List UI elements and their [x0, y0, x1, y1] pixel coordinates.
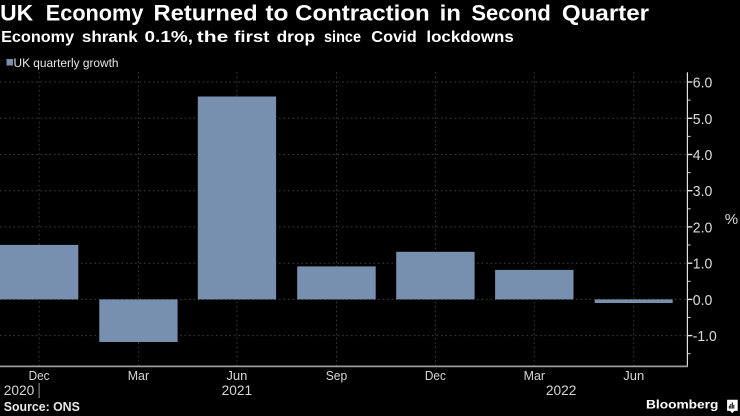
svg-text:2020: 2020	[4, 383, 35, 398]
svg-text:2022: 2022	[546, 383, 577, 398]
svg-text:Bloomberg: Bloomberg	[646, 398, 718, 412]
svg-text:2021: 2021	[222, 383, 253, 398]
svg-text:Jun: Jun	[623, 368, 644, 383]
svg-text:since: since	[324, 29, 361, 46]
svg-text:drop: drop	[277, 29, 316, 46]
svg-text:3.0: 3.0	[693, 183, 713, 200]
svg-text:Dec: Dec	[29, 368, 50, 383]
svg-text:shrank: shrank	[82, 29, 138, 46]
svg-text:Mar: Mar	[128, 368, 150, 383]
svg-text:the: the	[197, 29, 229, 46]
svg-text:6.0: 6.0	[693, 75, 713, 92]
svg-text:0.0: 0.0	[693, 292, 713, 309]
svg-text:to: to	[265, 0, 288, 25]
svg-text:Quarter: Quarter	[562, 0, 650, 25]
svg-text:Covid: Covid	[371, 29, 416, 46]
svg-text:first: first	[234, 29, 270, 46]
svg-text:2.0: 2.0	[693, 219, 713, 236]
svg-text:in: in	[440, 0, 461, 25]
svg-text:lockdowns: lockdowns	[426, 29, 513, 46]
svg-text:Mar: Mar	[524, 368, 546, 383]
svg-text:Economy: Economy	[46, 0, 144, 25]
svg-text:5.0: 5.0	[693, 111, 713, 128]
svg-text:Source: ONS: Source: ONS	[4, 399, 80, 414]
svg-text:Contraction: Contraction	[295, 0, 429, 25]
svg-text:1.0: 1.0	[693, 256, 713, 273]
svg-text:Jun: Jun	[226, 368, 247, 383]
svg-text:Dec: Dec	[425, 368, 446, 383]
svg-text:0.1%,: 0.1%,	[145, 29, 194, 46]
svg-text:Economy: Economy	[1, 29, 74, 46]
svg-text:UK: UK	[0, 0, 33, 25]
svg-text:Returned: Returned	[154, 0, 258, 25]
svg-text:UK quarterly growth: UK quarterly growth	[14, 56, 119, 70]
svg-text:Second: Second	[471, 0, 550, 25]
svg-text:4.0: 4.0	[693, 147, 713, 164]
svg-text:%: %	[725, 211, 738, 228]
svg-text:Sep: Sep	[326, 368, 348, 383]
svg-text:-1.0: -1.0	[693, 328, 717, 345]
